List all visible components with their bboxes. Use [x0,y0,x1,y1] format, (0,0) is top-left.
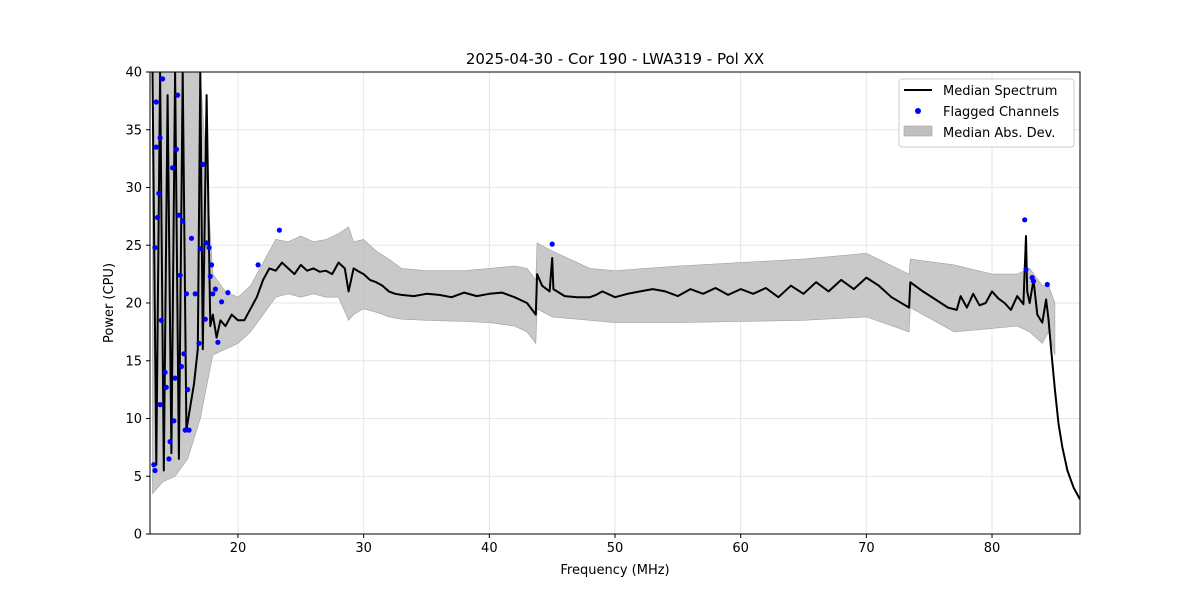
flagged-channel-point [156,190,162,196]
flagged-channel-point [186,427,192,433]
legend: Median Spectrum Flagged Channels Median … [898,78,1075,148]
flagged-channel-point [157,402,163,408]
chart-title: 2025-04-30 - Cor 190 - LWA319 - Pol XX [466,50,764,68]
flagged-channel-point [154,214,161,221]
y-tick-label: 30 [125,181,142,196]
flagged-channel-point [276,227,282,233]
flagged-channel-point [207,273,213,279]
y-axis-label: Power (CPU) [102,263,117,343]
flagged-channel-point [175,92,181,98]
flagged-channel-point [219,299,225,305]
flagged-channel-point [1044,281,1050,288]
flagged-channel-point [151,462,157,468]
y-tick-label: 20 [125,297,142,312]
x-tick-label: 80 [984,541,1001,556]
x-axis-label: Frequency (MHz) [560,563,669,578]
flagged-channel-point [152,245,158,251]
flagged-channel-point [215,339,221,345]
y-tick-label: 0 [134,528,142,543]
flagged-channel-point [152,467,158,474]
flagged-channel-point [157,135,163,141]
flagged-channel-point [209,262,215,268]
flagged-channel-point [176,212,182,218]
flagged-channel-point [255,262,261,268]
flagged-channel-point [171,418,177,424]
x-tick-label: 30 [355,541,372,556]
flagged-channel-point [202,316,208,322]
flagged-channels-points [151,76,1050,474]
flagged-channel-point [200,161,206,167]
flagged-channel-point [210,291,216,297]
flagged-channel-point [1023,266,1029,273]
y-tick-label: 5 [134,470,142,485]
flagged-channel-point [172,375,178,381]
y-tick-label: 10 [125,412,142,427]
flagged-channel-point [183,291,189,297]
flagged-channel-point [549,241,555,247]
median-abs-dev-band [152,72,1056,495]
legend-label-median-abs-dev: Median Abs. Dev. [943,126,1055,141]
median-spectrum-line [151,72,1080,500]
flagged-channel-point [197,246,203,252]
x-tick-label: 20 [230,541,247,556]
flagged-channel-point [188,235,195,241]
flagged-channel-point [177,272,183,278]
legend-label-median-spectrum: Median Spectrum [943,84,1057,99]
flagged-channel-point [170,165,176,171]
flagged-channel-point [180,218,186,224]
flagged-channel-point [192,291,198,297]
legend-box [898,78,1075,148]
flagged-channel-point [196,340,202,346]
y-axis: 0 5 10 15 20 25 30 35 40 [125,66,150,543]
flagged-channel-point [153,99,159,105]
flagged-channel-point [160,76,166,82]
x-tick-label: 60 [732,541,749,556]
flagged-channel-point [206,245,212,251]
flagged-channel-point [181,351,187,357]
x-tick-label: 40 [481,541,498,556]
legend-point-swatch [915,108,921,114]
y-tick-label: 40 [125,66,142,81]
y-tick-label: 25 [125,239,142,254]
y-tick-label: 15 [125,354,142,369]
legend-label-flagged-channels: Flagged Channels [943,105,1059,120]
flagged-channel-point [1022,217,1028,223]
x-tick-label: 70 [858,541,875,556]
flagged-channel-point [204,240,210,246]
x-tick-label: 50 [607,541,624,556]
flagged-channel-point [185,387,191,393]
y-tick-label: 35 [125,123,142,138]
plot-area [151,72,1080,500]
flagged-channel-point [173,146,179,152]
x-axis: 20 30 40 50 60 70 80 [230,534,1001,556]
flagged-channel-point [162,369,168,375]
legend-band-swatch [903,125,933,137]
flagged-channel-point [163,384,169,390]
flagged-channel-point [1030,278,1037,284]
flagged-channel-point [178,363,184,370]
flagged-channel-point [158,317,164,323]
flagged-channel-point [225,290,231,296]
flagged-channel-point [212,286,218,292]
flagged-channel-point [182,427,188,433]
flagged-channel-point [167,439,173,445]
flagged-channel-point [153,144,159,150]
flagged-channel-point [166,456,172,462]
